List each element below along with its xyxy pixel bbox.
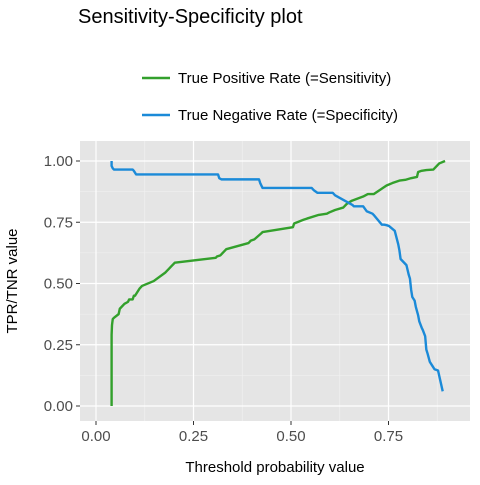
y-axis-title: TPR/TNR value: [4, 228, 21, 333]
x-tick-label: 0.50: [276, 428, 305, 445]
y-tick-label: 0.25: [44, 337, 73, 354]
y-tick-label: 1.00: [44, 153, 73, 170]
series-layer: [110, 159, 446, 406]
y-tick-label: 0.75: [44, 214, 73, 231]
gridlines: [80, 141, 470, 421]
legend-label-specificity: True Negative Rate (=Specificity): [178, 107, 398, 124]
series-line-specificity: [110, 161, 444, 392]
y-axis: 0.00 0.25 0.50 0.75 1.00: [44, 153, 80, 415]
x-axis: 0.00 0.25 0.50 0.75: [81, 421, 403, 445]
series-line-sensitivity: [110, 159, 446, 406]
x-tick-label: 0.75: [374, 428, 403, 445]
x-axis-title: Threshold probability value: [185, 459, 364, 476]
x-tick-label: 0.00: [81, 428, 110, 445]
chart-title: Sensitivity-Specificity plot: [78, 6, 303, 28]
legend: True Positive Rate (=Sensitivity) True N…: [142, 70, 398, 124]
y-tick-label: 0.50: [44, 276, 73, 293]
legend-label-sensitivity: True Positive Rate (=Sensitivity): [178, 70, 391, 87]
y-tick-label: 0.00: [44, 398, 73, 415]
plot-panel: [80, 141, 470, 421]
x-tick-label: 0.25: [179, 428, 208, 445]
